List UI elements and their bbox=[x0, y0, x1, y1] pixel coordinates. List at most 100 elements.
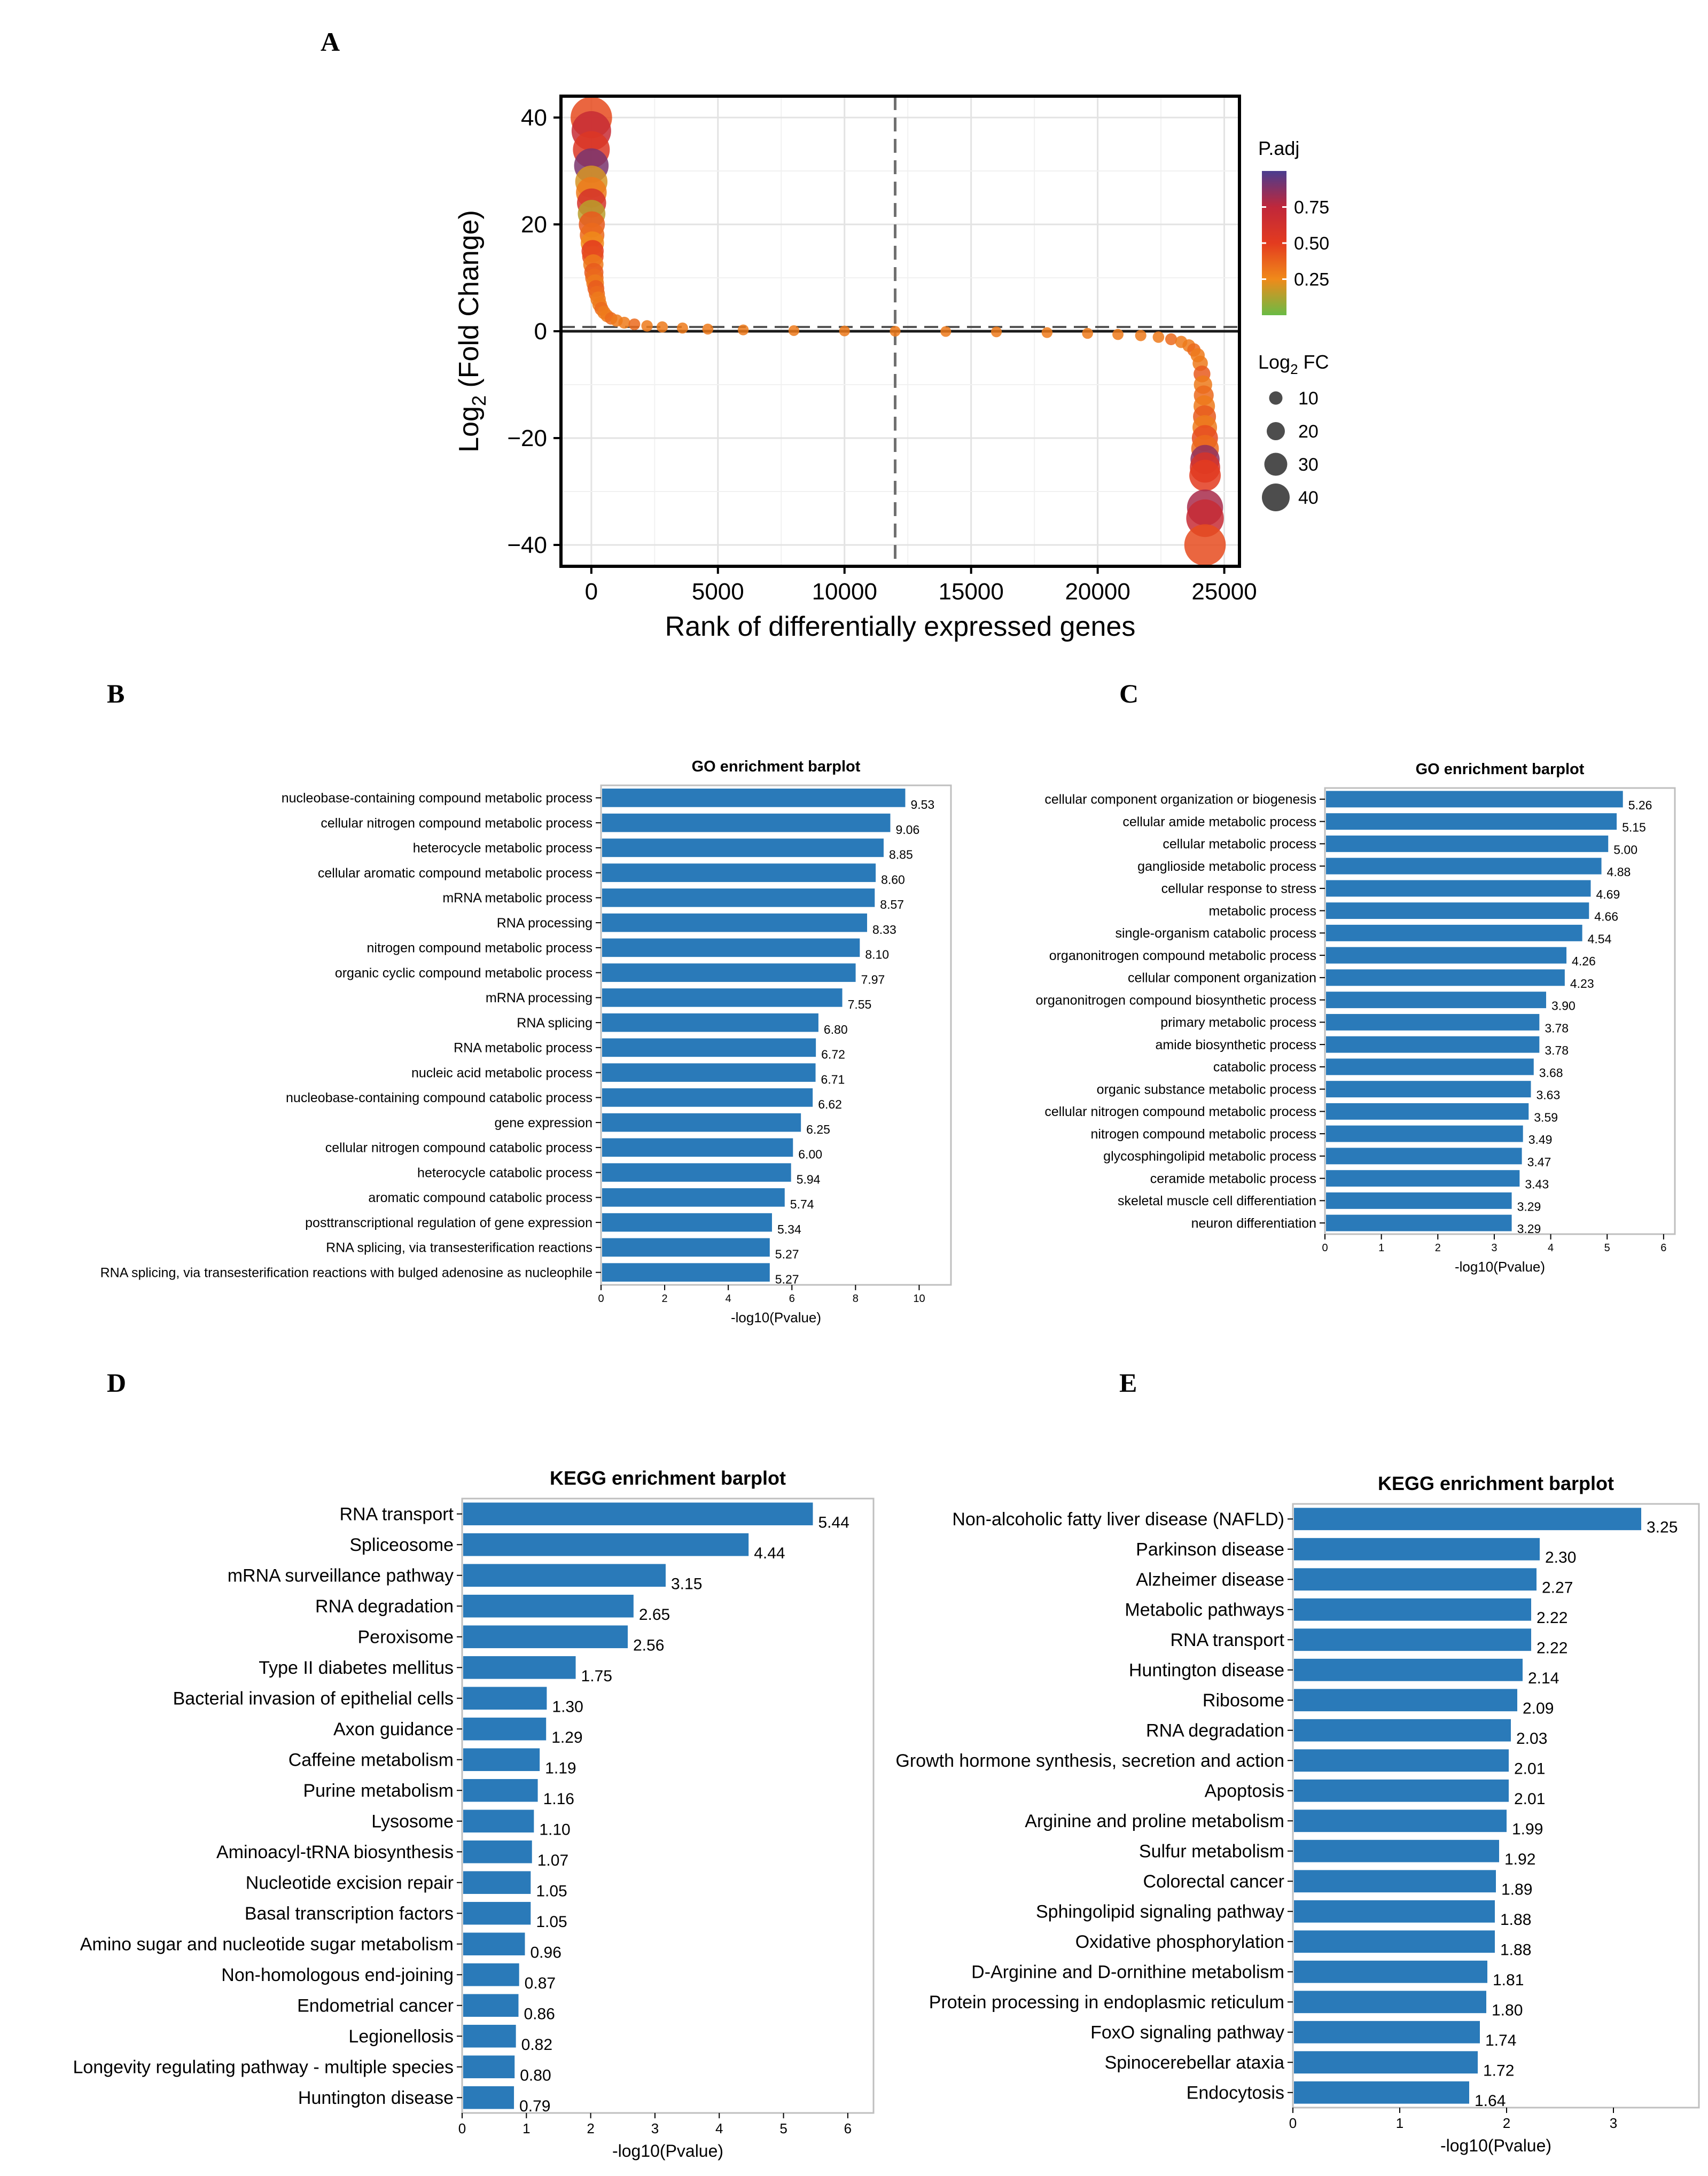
bar bbox=[463, 1687, 547, 1710]
category-label: neuron differentiation bbox=[1191, 1216, 1316, 1231]
bar bbox=[602, 1038, 816, 1057]
bar bbox=[463, 1994, 519, 2017]
category-label: Endocytosis bbox=[1187, 2083, 1284, 2103]
bar-value-label: 2.65 bbox=[639, 1606, 670, 1624]
bar-value-label: 4.54 bbox=[1588, 932, 1612, 946]
bar-value-label: 5.44 bbox=[818, 1514, 849, 1532]
x-tick-label: 0 bbox=[458, 2120, 466, 2136]
bar-value-label: 2.22 bbox=[1537, 1640, 1567, 1657]
category-label: RNA splicing, via transesterification re… bbox=[326, 1241, 592, 1255]
x-axis-label: -log10(Pvalue) bbox=[731, 1309, 821, 1325]
bar bbox=[1294, 1930, 1495, 1953]
bar bbox=[1294, 1870, 1496, 1893]
category-label: Nucleotide excision repair bbox=[246, 1873, 454, 1893]
x-tick-label: 2 bbox=[1435, 1242, 1441, 1254]
category-label: mRNA surveillance pathway bbox=[228, 1566, 454, 1586]
x-tick-label: 25000 bbox=[1191, 579, 1257, 605]
panel-d-kegg-barplot: KEGG enrichment barplot RNA transport 5.44… bbox=[73, 1467, 875, 2161]
category-label: Spliceosome bbox=[349, 1535, 454, 1555]
data-point bbox=[1135, 330, 1147, 341]
bar bbox=[1326, 992, 1547, 1009]
bar-value-label: 2.14 bbox=[1528, 1670, 1559, 1687]
category-label: Alzheimer disease bbox=[1136, 1570, 1284, 1590]
x-tick-label: 2 bbox=[1503, 2115, 1510, 2131]
category-label: Sulfur metabolism bbox=[1139, 1842, 1284, 1862]
bar bbox=[463, 1810, 534, 1833]
bar-value-label: 6.25 bbox=[806, 1122, 830, 1136]
category-label: Oxidative phosphorylation bbox=[1075, 1932, 1284, 1952]
bar-value-label: 1.89 bbox=[1501, 1881, 1532, 1899]
bar bbox=[1326, 969, 1565, 986]
y-axis-label-tail: (Fold Change) bbox=[454, 210, 485, 395]
size-legend-symbol bbox=[1262, 483, 1290, 511]
x-tick-label: 5 bbox=[1604, 1242, 1610, 1254]
bar bbox=[602, 863, 876, 882]
bar bbox=[1326, 1170, 1520, 1187]
bar bbox=[463, 1656, 576, 1679]
data-point bbox=[1112, 329, 1124, 340]
category-label: cellular component organization or bioge… bbox=[1044, 792, 1316, 807]
category-label: organonitrogen compound metabolic proces… bbox=[1049, 948, 1316, 963]
bar-value-label: 4.69 bbox=[1596, 887, 1620, 901]
bar-value-label: 4.88 bbox=[1607, 865, 1631, 879]
bar bbox=[463, 2086, 514, 2109]
bar-value-label: 1.05 bbox=[536, 1883, 567, 1900]
category-label: RNA transport bbox=[339, 1504, 454, 1525]
bar bbox=[463, 1932, 525, 1956]
bar bbox=[463, 1625, 628, 1649]
category-label: Ribosome bbox=[1203, 1690, 1284, 1711]
bar bbox=[1326, 902, 1589, 919]
category-label: nucleic acid metabolic process bbox=[411, 1065, 592, 1080]
category-label: RNA degradation bbox=[315, 1596, 454, 1617]
category-label: organic cyclic compound metabolic proces… bbox=[335, 965, 592, 980]
data-point bbox=[1189, 459, 1221, 492]
x-axis-label: -log10(Pvalue) bbox=[1455, 1259, 1545, 1275]
bar bbox=[602, 1113, 801, 1132]
color-legend-label: 0.75 bbox=[1294, 198, 1329, 218]
x-tick-label: 6 bbox=[1660, 1242, 1666, 1254]
bar bbox=[1326, 1058, 1534, 1075]
bar-value-label: 8.33 bbox=[872, 923, 896, 937]
size-legend-label: 40 bbox=[1298, 488, 1319, 508]
panel-c-go-barplot: GO enrichment barplot cellular component … bbox=[1036, 761, 1676, 1275]
bar bbox=[1294, 1689, 1517, 1712]
x-tick-label: 3 bbox=[1610, 2115, 1617, 2131]
bar bbox=[463, 1594, 634, 1618]
bar bbox=[1326, 835, 1609, 852]
data-point bbox=[1082, 327, 1093, 339]
panel-letter-a: A bbox=[321, 27, 340, 57]
category-label: cellular component organization bbox=[1128, 971, 1316, 986]
bar bbox=[463, 1717, 547, 1741]
category-label: cellular nitrogen compound metabolic pro… bbox=[321, 816, 592, 831]
category-label: Axon guidance bbox=[333, 1719, 454, 1740]
category-label: nitrogen compound metabolic process bbox=[367, 941, 592, 956]
data-point bbox=[839, 325, 850, 337]
chart-title: KEGG enrichment barplot bbox=[1378, 1472, 1614, 1494]
category-label: Bacterial invasion of epithelial cells bbox=[173, 1689, 454, 1709]
bar-value-label: 2.03 bbox=[1516, 1730, 1547, 1748]
bar-value-label: 8.60 bbox=[881, 872, 905, 886]
bar-value-label: 4.66 bbox=[1594, 910, 1618, 924]
bar bbox=[1294, 1749, 1509, 1772]
x-axis-label: Rank of differentially expressed genes bbox=[665, 611, 1136, 642]
bar-value-label: 8.85 bbox=[889, 848, 913, 862]
y-tick-label: −20 bbox=[507, 425, 547, 451]
x-tick-label: 6 bbox=[844, 2120, 852, 2136]
panel-letter-b: B bbox=[107, 678, 124, 708]
y-axis-label-subscript: 2 bbox=[468, 395, 490, 406]
bar bbox=[1294, 1538, 1540, 1561]
x-tick-label: 4 bbox=[715, 2120, 723, 2136]
x-tick-label: 6 bbox=[789, 1293, 795, 1305]
bar-value-label: 3.47 bbox=[1527, 1155, 1551, 1169]
bar-value-label: 3.29 bbox=[1517, 1222, 1541, 1236]
size-legend-symbol bbox=[1267, 422, 1285, 440]
category-label: D-Arginine and D-ornithine metabolism bbox=[971, 1962, 1284, 1983]
y-axis-label: Log2 (Fold Change) bbox=[454, 210, 490, 453]
y-tick-label: 0 bbox=[534, 318, 547, 345]
data-point bbox=[991, 326, 1002, 338]
bar bbox=[1326, 1103, 1529, 1120]
category-label: Amino sugar and nucleotide sugar metabol… bbox=[80, 1935, 454, 1955]
bar bbox=[1326, 1214, 1512, 1231]
category-label: heterocycle metabolic process bbox=[413, 841, 592, 856]
category-label: Lysosome bbox=[371, 1812, 454, 1832]
